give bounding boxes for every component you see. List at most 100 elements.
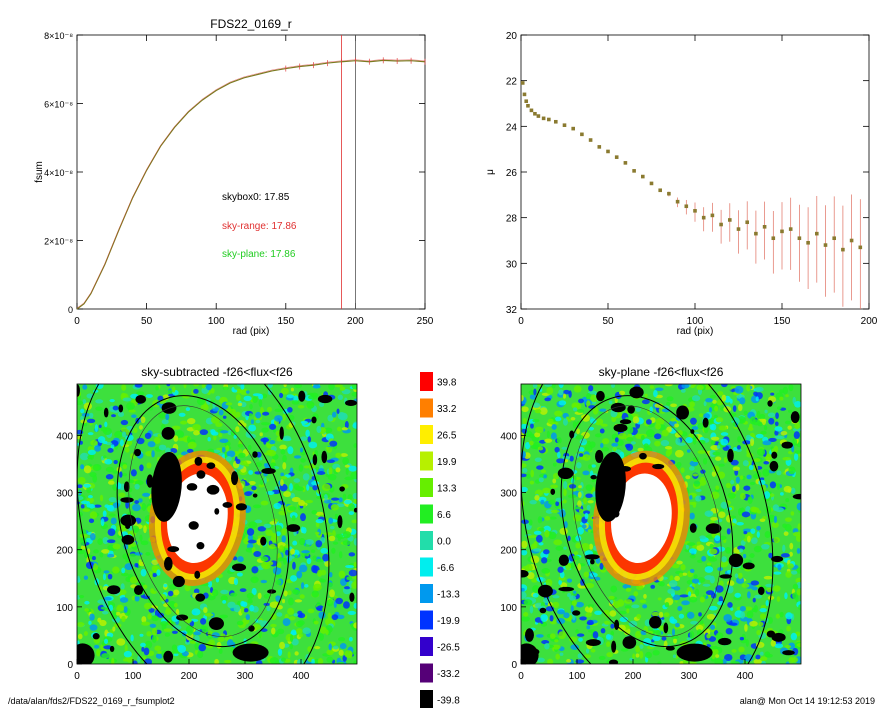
right-noise [710,436,720,441]
right-noise [770,639,776,647]
right-noise [767,616,773,624]
left-noise [227,601,236,609]
mu-point [649,181,654,186]
left-noise [89,613,95,621]
left-noise [102,536,109,545]
left-noise [255,411,262,419]
left-noise [293,478,301,483]
right-noise [737,545,746,551]
left-mask [188,521,199,530]
left-noise [290,575,298,582]
right-noise [673,586,681,591]
right-noise [637,447,644,452]
right-noise [794,401,801,408]
right-noise [585,648,590,654]
left-noise [336,426,342,432]
left-title: sky-subtracted -f26<flux<f26 [141,365,293,379]
left-noise [275,525,283,532]
right-noise [796,642,801,648]
right-noise [721,394,727,402]
right-noise [788,466,796,475]
fsum-ytick-label: 6×10⁻⁸ [44,100,73,110]
left-noise [222,386,229,390]
left-noise [266,605,271,612]
right-noise [725,546,732,554]
left-noise [248,521,258,530]
left-noise [177,644,187,653]
right-xtick-label: 300 [681,671,698,682]
left-noise [260,437,270,443]
right-noise [774,426,783,432]
right-noise [735,483,740,491]
right-noise [555,501,560,507]
right-mask [525,628,534,642]
left-mask [167,546,180,553]
right-noise [669,616,675,624]
left-noise [319,402,325,407]
left-noise [102,610,109,615]
left-noise [275,579,282,585]
right-noise [793,431,800,440]
left-noise [315,518,324,524]
colorbar-label: 0.0 [437,537,451,548]
right-mask [585,639,601,646]
right-mask [742,562,755,570]
left-noise [352,492,357,500]
right-noise [636,614,642,620]
right-noise [528,519,533,526]
right-noise [689,568,695,574]
left-noise [312,583,322,591]
right-noise [784,592,788,600]
right-noise [556,458,565,464]
right-noise [543,549,550,555]
left-mask [120,514,137,527]
right-noise [714,535,721,542]
left-noise [80,415,84,421]
footer-path: /data/alan/fds2/FDS22_0169_r_fsumplot2 [8,696,175,706]
mu-ytick-label: 28 [506,214,518,225]
left-noise [145,551,151,556]
left-noise [298,633,303,638]
right-noise [730,607,734,611]
right-noise [653,389,658,398]
left-noise [351,384,357,390]
right-noise [718,463,725,467]
left-noise [311,476,316,481]
left-noise [330,504,339,511]
left-noise [165,413,170,421]
right-noise [579,456,587,460]
left-noise [99,552,104,558]
left-noise [131,414,137,418]
left-noise [89,511,98,519]
left-noise [237,443,244,448]
left-noise [97,538,103,545]
mu-point [614,155,619,159]
left-noise [274,408,283,413]
right-noise [700,476,706,481]
left-noise [262,411,270,416]
left-noise [112,543,121,550]
right-noise [753,658,762,664]
fsum-ylabel: fsum [34,161,45,183]
left-noise [353,561,357,568]
left-noise [77,575,80,583]
right-noise [644,393,648,398]
left-noise [97,617,102,623]
right-noise [707,512,711,517]
left-noise [287,407,293,413]
left-noise [226,639,234,647]
left-noise [270,623,277,628]
left-noise [122,464,128,470]
left-noise [142,595,151,600]
right-noise [661,429,669,437]
left-noise [84,600,90,605]
left-noise [263,523,272,529]
right-noise [630,441,636,445]
left-noise [338,570,346,579]
left-noise [215,577,220,583]
right-noise [529,605,534,614]
left-noise [274,485,282,490]
right-noise [534,457,542,463]
right-mask [757,586,765,595]
left-noise [261,427,269,433]
